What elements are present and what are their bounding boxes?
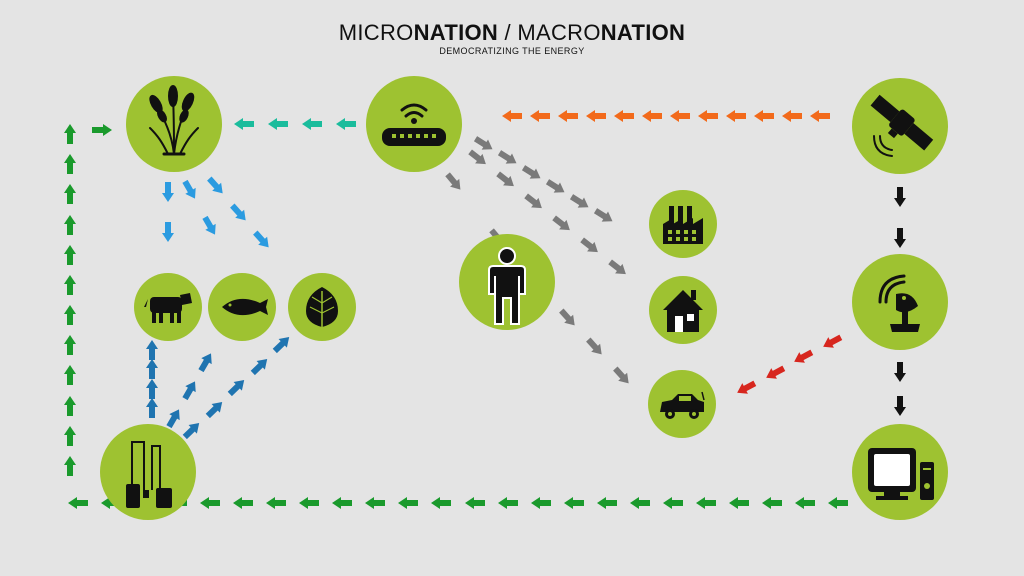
diagram-title: MICRONATION / MACRONATION	[0, 20, 1024, 46]
battery-station-node	[100, 424, 196, 520]
fish-icon	[222, 298, 268, 316]
leaf-node	[288, 273, 356, 341]
title-nation-1: NATION	[413, 20, 499, 45]
leaf-icon	[306, 287, 338, 331]
house-node	[649, 276, 717, 344]
title-nation-2: NATION	[600, 20, 686, 45]
wheat-icon	[149, 85, 199, 156]
title-macro: MACRO	[517, 20, 601, 45]
satellite-dish-icon	[878, 274, 920, 332]
satellite-dish-node	[852, 254, 948, 350]
battery-station-icon	[126, 441, 172, 508]
diagram-subtitle: DEMOCRATIZING THE ENERGY	[439, 46, 585, 56]
satellite-icon	[870, 94, 934, 157]
person-icon	[488, 247, 526, 325]
satellite-node	[852, 78, 948, 174]
factory-node	[649, 190, 717, 258]
router-node	[366, 76, 462, 172]
factory-icon	[663, 206, 703, 244]
computer-node	[852, 424, 948, 520]
wheat-node	[126, 76, 222, 172]
computer-icon	[868, 448, 934, 500]
title-separator: /	[498, 20, 518, 45]
cow-icon	[144, 293, 192, 323]
fish-node	[208, 273, 276, 341]
car-node	[648, 370, 716, 438]
title-micro: MICRO	[338, 20, 414, 45]
person-node	[459, 234, 555, 330]
cow-node	[134, 273, 202, 341]
car-icon	[660, 391, 705, 419]
router-icon	[382, 103, 446, 146]
house-icon	[663, 290, 703, 332]
